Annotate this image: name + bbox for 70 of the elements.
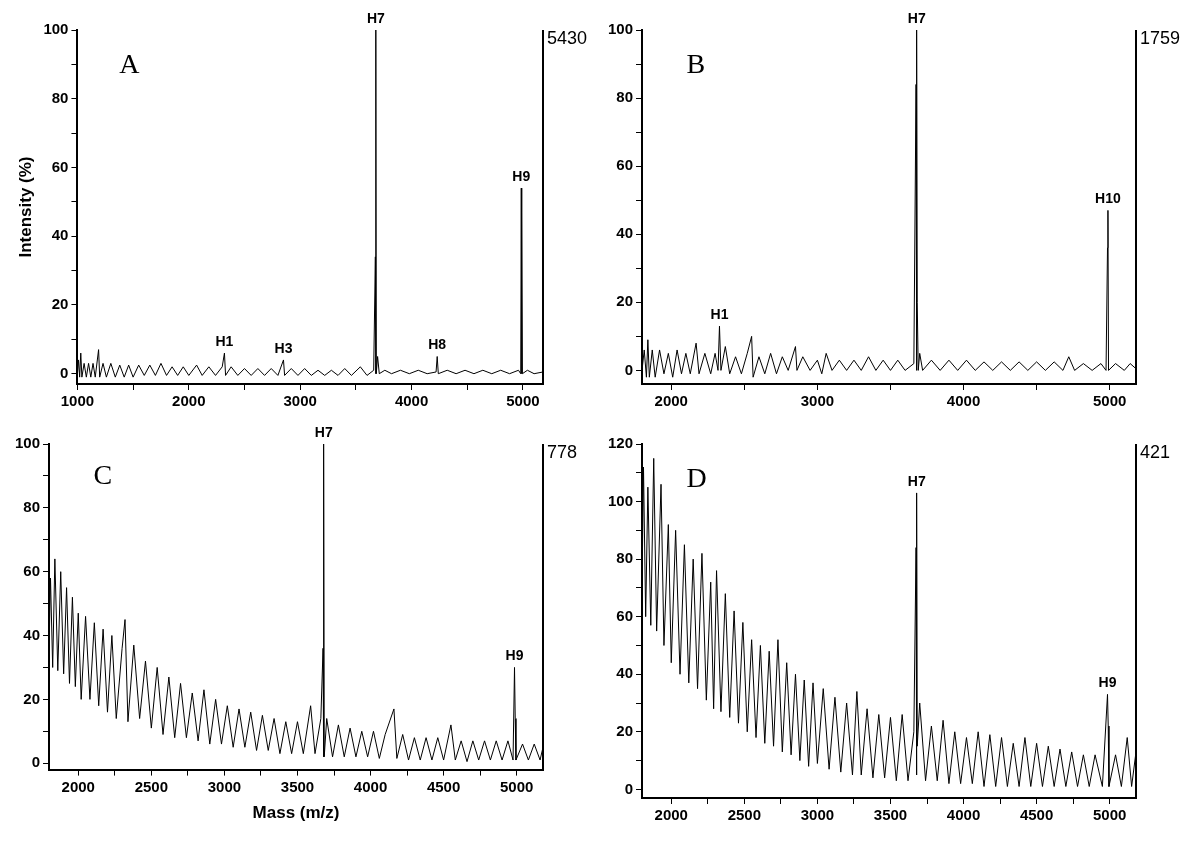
x-tick-label: 5000	[506, 392, 540, 410]
y-tick-label: 40	[616, 664, 634, 682]
x-tick-label: 4500	[426, 777, 461, 795]
x-tick-label: 3000	[800, 392, 835, 410]
annotation: H9	[512, 167, 531, 184]
y-tick-label: 100	[15, 434, 41, 452]
y-tick-label: 40	[51, 226, 69, 244]
annotation: H3	[274, 339, 293, 356]
y-tick-label: 80	[51, 88, 69, 106]
y-tick-label: 80	[616, 549, 634, 567]
x-tick-label: 3000	[283, 392, 317, 410]
y-tick-label: 0	[31, 753, 41, 771]
annotation: B	[686, 47, 706, 79]
x-tick-label: 5000	[1093, 392, 1127, 410]
y-tick-label: 60	[616, 156, 634, 174]
text: 5430	[547, 27, 588, 48]
x-tick-label: 4000	[394, 392, 429, 410]
annotation: H1	[215, 332, 234, 349]
annotation: H7	[907, 9, 926, 26]
y-tick-label: 40	[23, 625, 41, 643]
annotation: H9	[505, 647, 524, 664]
text: 421	[1140, 441, 1171, 462]
annotation: C	[93, 458, 113, 490]
x-tick-label: 3000	[800, 806, 835, 824]
x-tick-label: 2000	[61, 777, 95, 795]
annotation: D	[686, 461, 707, 493]
y-tick-label: 20	[616, 292, 634, 310]
x-tick-label: 3500	[873, 806, 908, 824]
text: 778	[547, 441, 578, 462]
y-tick-label: 40	[616, 224, 634, 242]
y-tick-label: 120	[608, 434, 634, 452]
x-tick-label: 1000	[60, 392, 95, 410]
annotation: H7	[907, 472, 926, 489]
y-axis-title: Intensity (%)	[15, 156, 35, 258]
x-tick-label: 3000	[207, 777, 242, 795]
x-tick-label: 2000	[172, 392, 206, 410]
text: 1759	[1140, 27, 1181, 48]
y-tick-label: 100	[608, 20, 634, 38]
x-tick-label: 2000	[654, 392, 688, 410]
annotation: H10	[1095, 190, 1121, 207]
y-tick-label: 100	[608, 491, 634, 509]
y-tick-label: 100	[43, 20, 69, 38]
y-tick-label: 80	[616, 88, 634, 106]
x-tick-label: 4000	[946, 806, 981, 824]
y-tick-label: 60	[616, 606, 634, 624]
annotation: H9	[1098, 674, 1117, 691]
annotation: H8	[428, 336, 447, 353]
y-tick-label: 20	[616, 721, 634, 739]
y-tick-label: 80	[23, 497, 41, 515]
x-tick-label: 4000	[946, 392, 981, 410]
annotation: H1	[710, 305, 729, 322]
x-tick-label: 4500	[1019, 806, 1054, 824]
y-tick-label: 0	[624, 779, 634, 797]
annotation: H7	[366, 9, 386, 26]
x-tick-label: 5000	[500, 777, 534, 795]
x-tick-label: 2500	[727, 806, 762, 824]
x-tick-label: 2500	[134, 777, 169, 795]
x-tick-label: 3500	[280, 777, 315, 795]
y-tick-label: 60	[23, 561, 41, 579]
x-tick-label: 2000	[654, 806, 688, 824]
y-tick-label: 0	[60, 363, 69, 381]
x-axis-title: Mass (m/z)	[252, 803, 340, 823]
y-tick-label: 60	[51, 157, 69, 175]
x-tick-label: 4000	[353, 777, 388, 795]
x-tick-label: 5000	[1093, 806, 1127, 824]
y-tick-label: 0	[624, 360, 634, 378]
annotation: H7	[314, 423, 333, 440]
annotation: A	[119, 47, 141, 79]
y-tick-label: 20	[51, 295, 69, 313]
y-tick-label: 20	[23, 689, 41, 707]
